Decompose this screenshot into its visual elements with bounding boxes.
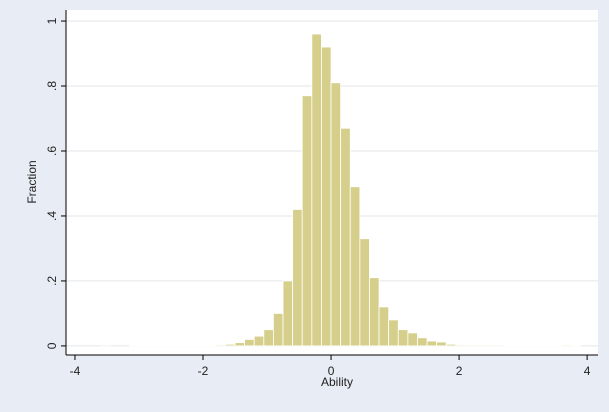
bar [561,344,572,347]
bar [407,332,418,347]
y-tick-label: 0 [45,342,59,349]
bar [273,313,284,347]
bar [205,344,217,347]
y-tick-label: 1 [45,17,59,24]
y-tick-label: .6 [45,146,59,156]
bar [311,33,322,347]
bar [234,342,246,347]
bar [445,343,457,347]
y-tick-label: .4 [45,211,59,221]
bar [541,344,553,347]
bar [388,319,399,347]
bar [330,82,342,347]
bar [138,344,149,347]
bar [359,238,370,347]
x-tick-label: -4 [70,364,81,378]
bar [186,344,197,347]
bar [455,344,466,347]
bar [244,339,255,347]
bar [321,46,332,347]
bar [196,344,207,347]
bar [292,209,303,347]
bar [493,344,505,347]
bar [148,344,159,347]
bar [301,95,313,347]
x-tick-label: 2 [456,364,463,378]
bar [176,344,188,347]
bar [340,127,351,347]
bar [167,344,178,347]
bar [426,340,438,347]
bar [436,341,447,347]
bar [378,306,390,347]
bar [465,344,476,347]
bar [551,344,562,347]
bar [263,329,274,347]
x-tick-label: 4 [584,364,591,378]
bar [349,186,361,347]
bar [484,344,495,347]
bar [253,335,265,347]
bar [215,344,226,347]
bar [570,344,582,347]
bar [369,277,380,347]
x-tick-label: -2 [198,364,209,378]
bar [522,344,534,347]
y-axis-label: Fraction [25,160,39,203]
bar [474,344,486,347]
bar [397,329,409,347]
bar [513,344,524,347]
bar [128,344,140,347]
bar [157,344,169,347]
bar [225,343,236,347]
y-tick-label: .8 [45,81,59,91]
y-tick-label: .2 [45,276,59,286]
bar [417,337,428,347]
x-axis-label: Ability [321,375,353,389]
bar [503,344,514,347]
bar [100,344,111,347]
x-tick-label: 0 [328,364,335,378]
bar [282,280,294,347]
bar [532,344,543,347]
